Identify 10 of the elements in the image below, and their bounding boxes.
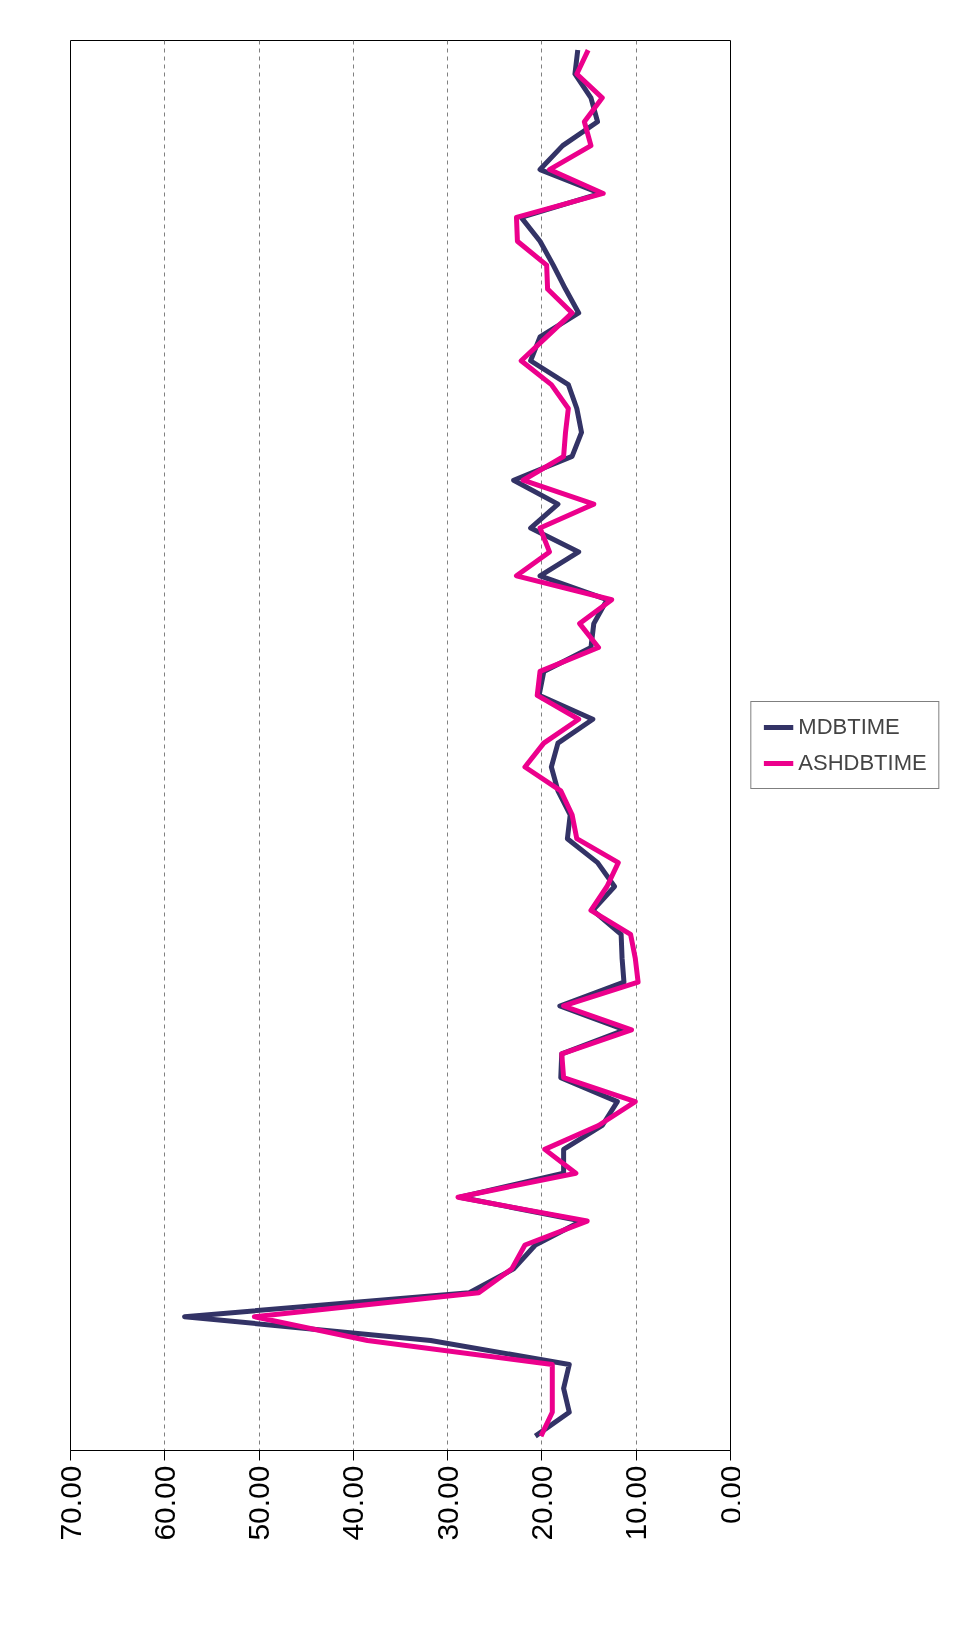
x-tick-label: 10.00	[619, 1465, 653, 1541]
legend-label: MDBTIME	[798, 714, 900, 740]
x-tick-label: 0.00	[713, 1465, 747, 1524]
x-tick-label: 40.00	[336, 1465, 370, 1541]
x-tick-label: 70.00	[53, 1465, 87, 1541]
x-tick-label: 30.00	[430, 1465, 464, 1541]
x-tick-label: 20.00	[524, 1465, 558, 1541]
x-tick-label: 60.00	[147, 1465, 181, 1541]
x-tick-label: 50.00	[242, 1465, 276, 1541]
legend-label: ASHDBTIME	[798, 750, 927, 776]
